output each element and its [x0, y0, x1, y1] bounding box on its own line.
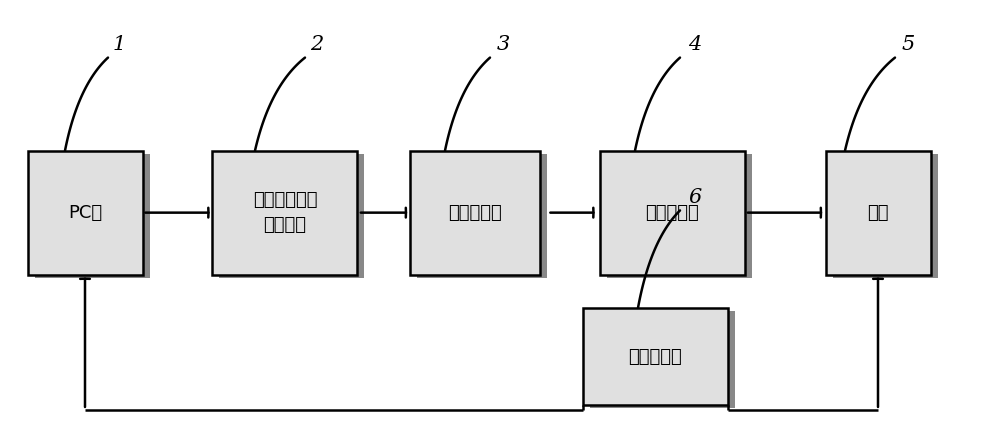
Bar [600, 151, 744, 275]
Text: 6: 6 [688, 188, 701, 206]
Text: 5: 5 [902, 35, 915, 54]
Bar [832, 154, 938, 278]
Text: 功率分析仪: 功率分析仪 [628, 348, 682, 365]
Text: 1: 1 [113, 35, 126, 54]
Bar [582, 308, 728, 405]
Bar [590, 311, 734, 408]
Bar [28, 151, 143, 275]
Text: 3: 3 [497, 35, 510, 54]
Text: 整车控制器: 整车控制器 [448, 204, 502, 222]
Bar [34, 154, 150, 278]
Bar [410, 151, 540, 275]
Bar [219, 154, 364, 278]
Bar [606, 154, 752, 278]
Text: 2: 2 [310, 35, 323, 54]
Text: 电机: 电机 [867, 204, 889, 222]
Text: 整车数据信息
采集设备: 整车数据信息 采集设备 [253, 191, 317, 234]
Text: PC机: PC机 [68, 204, 102, 222]
Bar [212, 151, 357, 275]
Bar [417, 154, 547, 278]
Text: 4: 4 [688, 35, 701, 54]
Text: 电机控制器: 电机控制器 [645, 204, 699, 222]
Bar [826, 151, 930, 275]
